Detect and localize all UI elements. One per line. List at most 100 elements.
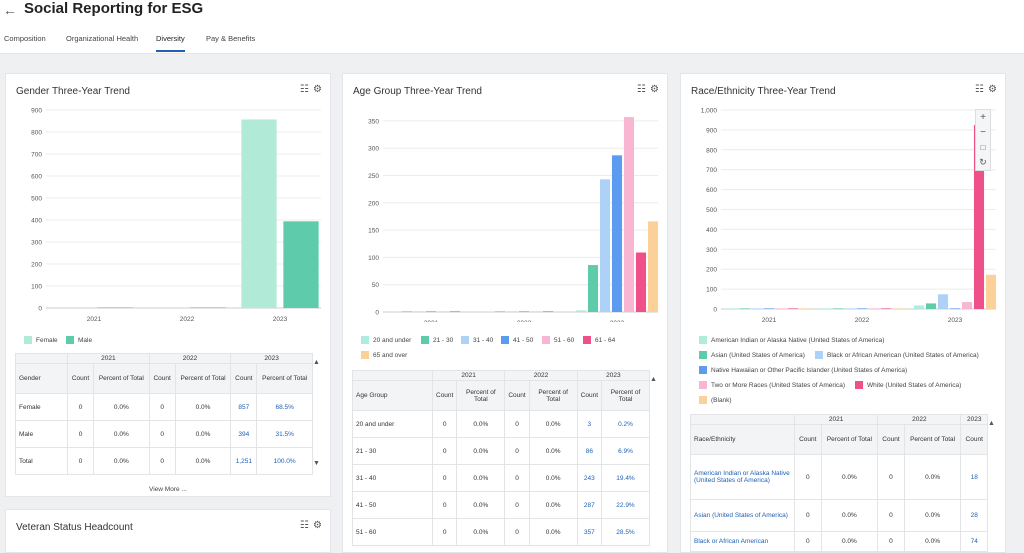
view-more-link[interactable]: View More ... (149, 486, 187, 493)
cell: 0 (877, 499, 905, 532)
row-label-link[interactable]: Asian (United States of America) (690, 499, 795, 532)
cell-link[interactable]: 0.2% (601, 410, 650, 438)
legend-label: White (United States of America) (867, 381, 962, 389)
cell-link[interactable]: 394 (230, 420, 258, 448)
cell-link[interactable]: 3 (576, 410, 603, 438)
zoom-out-icon[interactable]: − (980, 127, 986, 138)
legend-item[interactable]: Black or African American (United States… (815, 351, 979, 359)
cell: 0 (431, 410, 458, 438)
legend-item[interactable]: 31 - 40 (461, 336, 493, 344)
column-header: Percent of Total (601, 380, 650, 411)
cell-link[interactable]: 6.9% (601, 437, 650, 465)
bar (55, 307, 91, 308)
cell-link[interactable]: 86 (576, 437, 603, 465)
tab-diversity[interactable]: Diversity (156, 34, 185, 52)
row-label-link[interactable]: American Indian or Alaska Native (United… (690, 454, 795, 500)
gear-icon[interactable]: ⚙ (650, 84, 659, 95)
bar (506, 311, 518, 312)
x-tick-label: 2021 (424, 320, 439, 322)
cell-link[interactable]: 357 (576, 518, 603, 546)
y-tick-label: 800 (706, 147, 717, 154)
column-header: Percent of Total (256, 363, 313, 394)
reset-zoom-icon[interactable]: ↻ (979, 157, 987, 167)
cell-link[interactable]: 287 (576, 491, 603, 519)
y-tick-label: 0 (713, 307, 717, 314)
bar (727, 308, 739, 309)
cell: 0.0% (903, 531, 962, 552)
cell-link[interactable]: 243 (576, 464, 603, 492)
legend-item[interactable]: 65 and over (361, 351, 407, 359)
column-header: Count (794, 424, 822, 455)
settings-sliders-icon[interactable]: ☷ (300, 84, 309, 95)
legend-item[interactable]: 20 and under (361, 336, 411, 344)
legend-swatch (699, 381, 707, 389)
legend-item[interactable]: Asian (United States of America) (699, 351, 805, 359)
cell-link[interactable]: 74 (960, 531, 988, 552)
y-tick-label: 300 (368, 146, 379, 153)
legend-label: (Blank) (711, 396, 732, 404)
legend-item[interactable]: 51 - 60 (542, 336, 574, 344)
cell: 0.0% (903, 454, 962, 500)
column-header: Count (148, 363, 176, 394)
settings-sliders-icon[interactable]: ☷ (637, 84, 646, 95)
x-tick-label: 2023 (948, 317, 963, 322)
cell-link[interactable]: 68.5% (256, 393, 313, 421)
legend-item[interactable]: Male (66, 336, 92, 344)
cell: 0 (504, 491, 530, 519)
legend-item[interactable]: 21 - 30 (421, 336, 453, 344)
cell-link[interactable]: 1,251 (230, 447, 258, 475)
zoom-selection-icon[interactable]: □ (980, 143, 986, 152)
settings-sliders-icon[interactable]: ☷ (975, 84, 984, 95)
tab-composition[interactable]: Composition (4, 34, 46, 43)
legend-label: 31 - 40 (473, 336, 494, 344)
scroll-up-icon[interactable]: ▲ (988, 420, 995, 427)
legend-item[interactable]: (Blank) (699, 396, 732, 404)
cell-link[interactable]: 19.4% (601, 464, 650, 492)
scroll-up-icon[interactable]: ▲ (313, 359, 320, 366)
bar (787, 308, 799, 309)
scroll-down-icon[interactable]: ▼ (313, 460, 320, 467)
cell: 0.0% (528, 491, 578, 519)
legend-item[interactable]: American Indian or Alaska Native (United… (699, 336, 884, 344)
gear-icon[interactable]: ⚙ (313, 520, 322, 531)
year-header: 2021 (431, 370, 506, 381)
y-tick-label: 100 (31, 284, 42, 291)
arrow-left-icon[interactable]: ← (3, 2, 17, 18)
race-ethnicity-chart: 0 100 200 300 400 500 600 700 800 900 1,000 2021 202… (701, 108, 997, 322)
tab-organizational-health[interactable]: Organizational Health (66, 34, 139, 43)
column-header: Count (431, 380, 458, 411)
settings-sliders-icon[interactable]: ☷ (300, 520, 309, 531)
scroll-up-icon[interactable]: ▲ (650, 376, 657, 383)
page-header: ← Social Reporting for ESG Composition O… (0, 0, 1024, 54)
bar (751, 308, 763, 309)
legend-item[interactable]: 41 - 50 (501, 336, 533, 344)
table-row: Black or African American 0 0.0% 0 0.0% … (690, 531, 988, 552)
zoom-in-icon[interactable]: + (980, 112, 986, 123)
legend-item[interactable]: 61 - 64 (583, 336, 615, 344)
y-tick-label: 600 (706, 187, 717, 194)
cell-link[interactable]: 31.5% (256, 420, 313, 448)
legend-item[interactable]: Two or More Races (United States of Amer… (699, 381, 845, 389)
cell-link[interactable]: 857 (230, 393, 258, 421)
gear-icon[interactable]: ⚙ (313, 84, 322, 95)
cell: 0 (431, 464, 458, 492)
column-header: Count (576, 380, 603, 411)
legend-label: Native Hawaiian or Other Pacific Islande… (711, 366, 908, 374)
column-header: Percent of Total (174, 363, 232, 394)
cell-link[interactable]: 22.9% (601, 491, 650, 519)
row-label-link[interactable]: Black or African American (690, 531, 795, 552)
year-header: 2022 (504, 370, 578, 381)
card-title: Age Group Three-Year Trend (353, 86, 482, 97)
gear-icon[interactable]: ⚙ (988, 84, 997, 95)
tab-pay-benefits[interactable]: Pay & Benefits (206, 34, 256, 43)
cell-link[interactable]: 28 (960, 499, 988, 532)
row-header: Gender (15, 363, 68, 394)
legend-item[interactable]: Native Hawaiian or Other Pacific Islande… (699, 366, 907, 374)
cell-link[interactable]: 100.0% (256, 447, 313, 475)
legend-item[interactable]: White (United States of America) (855, 381, 961, 389)
cell-link[interactable]: 18 (960, 454, 988, 500)
legend-item[interactable]: Female (24, 336, 58, 344)
table-row: 20 and under 0 0.0% 0 0.0% 3 0.2% (352, 410, 650, 438)
legend-label: 65 and over (373, 351, 408, 359)
cell-link[interactable]: 28.5% (601, 518, 650, 546)
